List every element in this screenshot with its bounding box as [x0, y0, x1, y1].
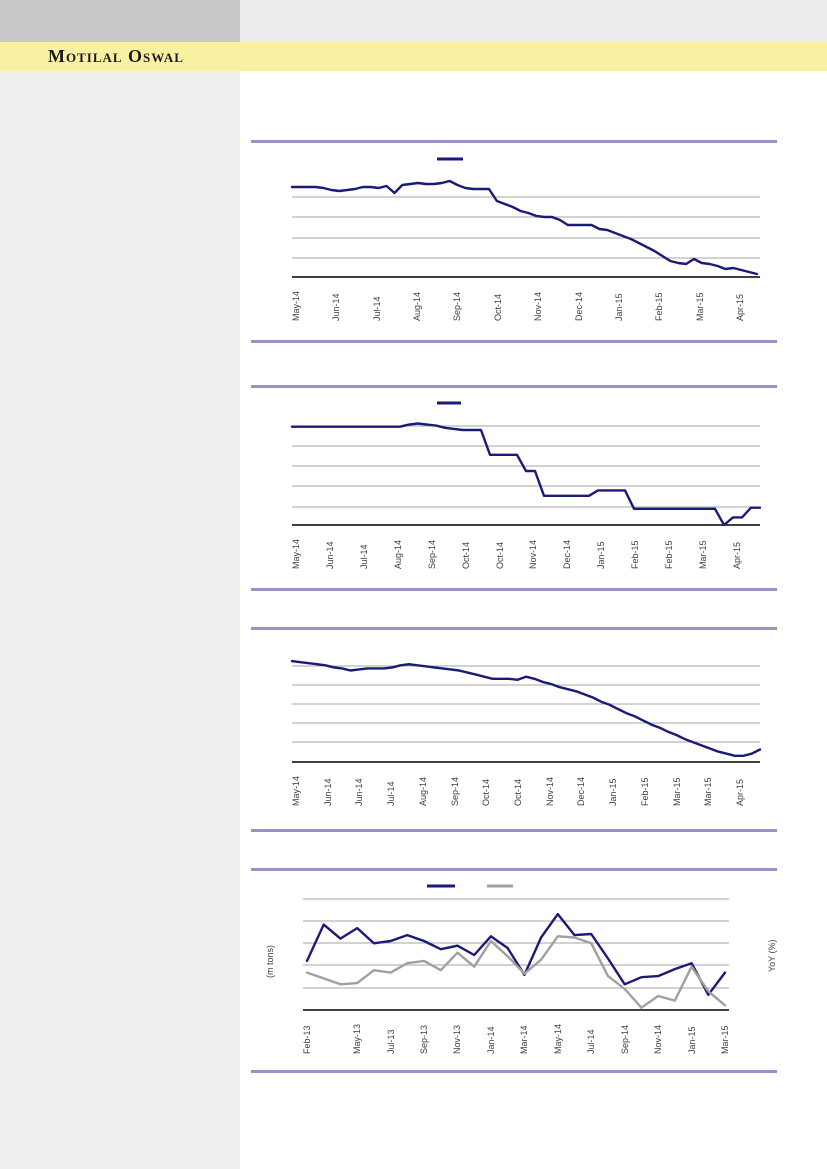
x-tick-label: Jul-14: [386, 781, 397, 806]
x-tick-label: Mar-15: [720, 1025, 730, 1054]
x-tick-label: Sep-14: [619, 1024, 630, 1054]
x-tick-label: Feb-15: [654, 292, 665, 321]
x-tick-label: Oct-14: [513, 778, 523, 806]
x-tick-label: Apr-15: [732, 541, 742, 569]
x-tick-label: Nov-14: [528, 539, 539, 569]
x-tick-label: Dec-14: [576, 776, 587, 806]
x-tick-label: Jan-15: [608, 778, 619, 806]
x-tick-label: Jul-14: [586, 1029, 597, 1054]
x-tick-label: Aug-14: [392, 539, 403, 569]
x-tick-label: Aug-14: [417, 776, 428, 806]
x-tick-label: Nov-14: [544, 776, 555, 806]
series-line-2: [305, 935, 727, 1009]
series-line-1: [290, 422, 762, 527]
x-tick-label: Sep-14: [426, 539, 437, 569]
x-tick-label: May-14: [291, 538, 301, 569]
chart-panel-price-3: May-14 Jun-14 Jun-14 Jul-14 Aug-14 Sep-14 Oct-…: [251, 627, 777, 832]
x-tick-label: Sep-13: [419, 1024, 430, 1054]
x-tick-label: Sep-14: [452, 291, 463, 321]
x-tick-label: Nov-14: [653, 1024, 664, 1054]
x-tick-label: Jul-14: [358, 544, 369, 569]
x-tick-label: Mar-15: [671, 777, 682, 806]
x-tick-label: Dec-14: [562, 539, 573, 569]
x-tick-label: Jun-14: [322, 778, 333, 806]
x-tick-label: Jun-14: [324, 541, 335, 569]
series-line-1: [305, 912, 727, 996]
legend-marker-1: [427, 884, 455, 888]
x-tick-label: Oct-14: [481, 778, 492, 806]
legend-marker-1: [437, 157, 463, 161]
x-tick-label: Apr-15: [735, 778, 745, 806]
x-tick-label: Mar-15: [694, 292, 705, 321]
x-tick-label: Feb-15: [630, 540, 641, 569]
chart-canvas: [290, 157, 760, 278]
x-tick-label: Jul-13: [385, 1029, 396, 1054]
chart-canvas: [303, 884, 729, 1011]
x-tick-label: Mar-15: [703, 777, 714, 806]
brand-logo-text: Motilal Oswal: [48, 46, 184, 66]
legend-marker-1: [437, 401, 461, 405]
legend-marker-2: [487, 884, 513, 888]
x-tick-label: Oct-14: [492, 293, 503, 321]
brand-banner: Motilal Oswal: [0, 42, 827, 71]
x-tick-label: Aug-14: [412, 291, 423, 321]
left-sidebar: [0, 71, 240, 1169]
series-line-1: [290, 659, 762, 757]
x-tick-label: Jun-14: [354, 778, 365, 806]
x-tick-label: Jan-15: [686, 1026, 697, 1054]
x-tick-label: Oct-14: [494, 541, 505, 569]
x-tick-label: Mar-14: [519, 1025, 530, 1054]
chart-panel-volume-yoy: Feb-13 May-13 Jul-13 Sep-13 Nov-13 Jan-14 Mar-…: [251, 868, 777, 1073]
x-tick-label: Jan-14: [485, 1026, 496, 1054]
x-tick-label: Jan-15: [613, 293, 624, 321]
x-tick-label: Nov-13: [452, 1024, 463, 1054]
chart-canvas: [290, 659, 762, 763]
chart-canvas: [290, 401, 762, 527]
y-axis-label-right: YoY (%): [767, 939, 777, 972]
chart-panel-price-1: May-14 Jun-14 Jul-14 Aug-14 Sep-14 Oct-14 Nov-…: [251, 140, 777, 343]
x-tick-label: Feb-15: [664, 540, 675, 569]
x-tick-label: Dec-14: [573, 291, 584, 321]
x-tick-label: Mar-15: [698, 540, 709, 569]
header-right-strip: [240, 0, 827, 42]
x-tick-label: May-13: [352, 1023, 363, 1054]
x-tick-label: Jan-15: [596, 541, 607, 569]
chart-panel-price-2: May-14 Jun-14 Jul-14 Aug-14 Sep-14 Oct-14 Oct-…: [251, 385, 777, 591]
x-tick-label: May-14: [552, 1023, 563, 1054]
y-axis-label-left: (m tons): [265, 944, 275, 978]
x-tick-label: May-14: [291, 290, 301, 321]
series-line-1: [290, 179, 759, 276]
x-tick-label: Feb-13: [302, 1025, 312, 1054]
x-tick-label: Oct-14: [460, 541, 471, 569]
x-tick-label: Sep-14: [449, 776, 460, 806]
x-tick-label: Jun-14: [331, 293, 342, 321]
x-tick-label: Feb-15: [639, 777, 650, 806]
x-tick-label: Apr-15: [735, 293, 745, 321]
header-left-block: [0, 0, 240, 42]
x-tick-label: Jul-14: [371, 296, 382, 321]
x-tick-label: May-14: [291, 775, 301, 806]
x-tick-label: Nov-14: [533, 291, 544, 321]
